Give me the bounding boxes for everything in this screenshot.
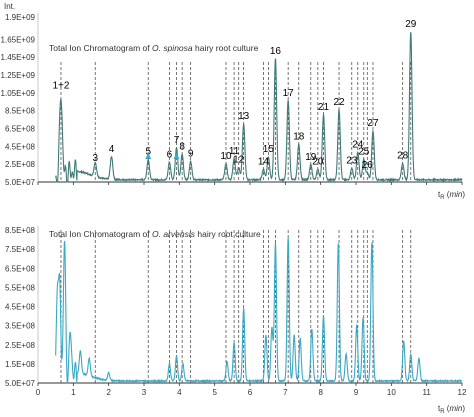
y-tick-label: 6.5E+08	[5, 124, 36, 133]
y-tick-label: 1.25E+09	[1, 71, 36, 80]
y-tick-label: 5.0E+07	[5, 379, 36, 388]
xlabel-subscript: R	[440, 409, 445, 415]
peak-label: 18	[293, 132, 305, 143]
peak-label: 12	[233, 155, 245, 166]
title-part: O. arvensis	[152, 229, 196, 239]
xlabel-part: )	[462, 190, 465, 199]
peak-label: 28	[397, 150, 409, 161]
y-tick-label: 1.05E+09	[1, 89, 36, 98]
peak-label: 15	[263, 144, 275, 155]
peak-label: 26	[362, 160, 374, 171]
xlabel-part: t	[438, 190, 441, 199]
chromatogram-trace	[55, 32, 463, 183]
peak-label: 19	[305, 152, 317, 163]
peak-label: 21	[318, 102, 330, 113]
x-tick-label: 5	[212, 388, 217, 397]
y-tick-label: 8.5E+08	[5, 107, 36, 116]
x-tick-label: 8	[318, 388, 323, 397]
x-tick-label: 0	[36, 388, 41, 397]
y-tick-label: 5.5E+08	[5, 283, 36, 292]
y-tick-label: 8.5E+08	[5, 226, 36, 235]
chromatogram-panel-1: 5.0E+07 2.5E+08 4.5E+08 6.5E+08 8.5E+08 1.05E…	[1, 2, 466, 201]
triangle-marker	[173, 153, 180, 159]
xlabel-part: (	[445, 404, 450, 413]
peak-label: 17	[283, 88, 295, 99]
title-part: O. spinosa	[152, 43, 193, 53]
peak-label: 5	[145, 147, 151, 158]
y-tick-label: 1.65E+09	[1, 35, 36, 44]
y-tick-label: 4.5E+08	[5, 303, 36, 312]
title-part: Total Ion Chromatogram of	[49, 229, 152, 239]
x-axis-label: tR (min)	[438, 190, 465, 201]
title-part: Total Ion Chromatogram of	[49, 43, 152, 53]
x-tick-label: 6	[248, 388, 253, 397]
x-tick-label: 10	[387, 388, 396, 397]
y-tick-label: 4.5E+08	[5, 142, 36, 151]
x-tick-label: 7	[283, 388, 288, 397]
peak-label: 25	[358, 147, 370, 158]
peak-label: 23	[346, 156, 358, 167]
peak-label: 24	[352, 140, 364, 151]
xlabel-part: (	[445, 190, 450, 199]
panel-title: Total Ion Chromatogram of O. spinosa hai…	[49, 43, 259, 53]
peak-label: 27	[367, 118, 379, 129]
y-tick-label: 2.5E+08	[5, 160, 36, 169]
panel-title: Total Ion Chromatogram of O. arvensis ha…	[49, 229, 261, 239]
peak-label: 14	[258, 157, 270, 168]
peak-label: 9	[188, 148, 194, 159]
peak-label: 1+2	[52, 81, 69, 92]
y-tick-label: 5.0E+07	[5, 178, 36, 187]
y-tick-label: 7.5E+08	[5, 245, 36, 254]
peak-label: 7	[174, 135, 180, 146]
x-tick-label: 2	[106, 388, 111, 397]
peak-label: 3	[92, 153, 98, 164]
xlabel-part: t	[438, 404, 441, 413]
y-tick-label: 3.5E+08	[5, 322, 36, 331]
title-part: hairy root culture	[195, 229, 261, 239]
peak-label: 13	[238, 111, 250, 122]
peak-label: 16	[270, 46, 282, 57]
y-axis-caption: Int.	[4, 2, 15, 11]
y-tick-label: 2.5E+08	[5, 341, 36, 350]
peak-label: 6	[167, 149, 173, 160]
peak-label: 10	[220, 151, 232, 162]
x-tick-label: 4	[177, 388, 182, 397]
xlabel-unit: min	[449, 190, 462, 199]
x-tick-label: 1	[71, 388, 76, 397]
x-tick-label: 11	[423, 388, 432, 397]
y-tick-label: 1.9E+09	[5, 13, 36, 22]
peak-label: 11	[229, 146, 240, 157]
xlabel-subscript: R	[440, 195, 445, 201]
y-tick-label: 1.45E+09	[1, 53, 36, 62]
peak-label: 4	[109, 144, 115, 155]
y-tick-label: 1.5E+08	[5, 360, 36, 369]
peak-label: 20	[312, 157, 324, 168]
x-tick-label: 12	[458, 388, 467, 397]
peak-label: 22	[333, 97, 345, 108]
triangle-marker	[145, 153, 152, 159]
peak-label: 8	[179, 141, 185, 152]
x-axis-label: tR (min)	[438, 404, 465, 415]
xlabel-part: )	[462, 404, 465, 413]
x-tick-label: 9	[354, 388, 359, 397]
peak-label: 29	[405, 19, 417, 30]
xlabel-unit: min	[449, 404, 462, 413]
title-part: hairy root culture	[193, 43, 259, 53]
x-tick-label: 3	[142, 388, 147, 397]
chromatogram-panel-2: 5.0E+07 1.5E+08 2.5E+08 3.5E+08 4.5E+08 5.5E+…	[5, 226, 467, 415]
chromatogram-trace	[55, 237, 463, 384]
y-tick-label: 6.5E+08	[5, 264, 36, 273]
